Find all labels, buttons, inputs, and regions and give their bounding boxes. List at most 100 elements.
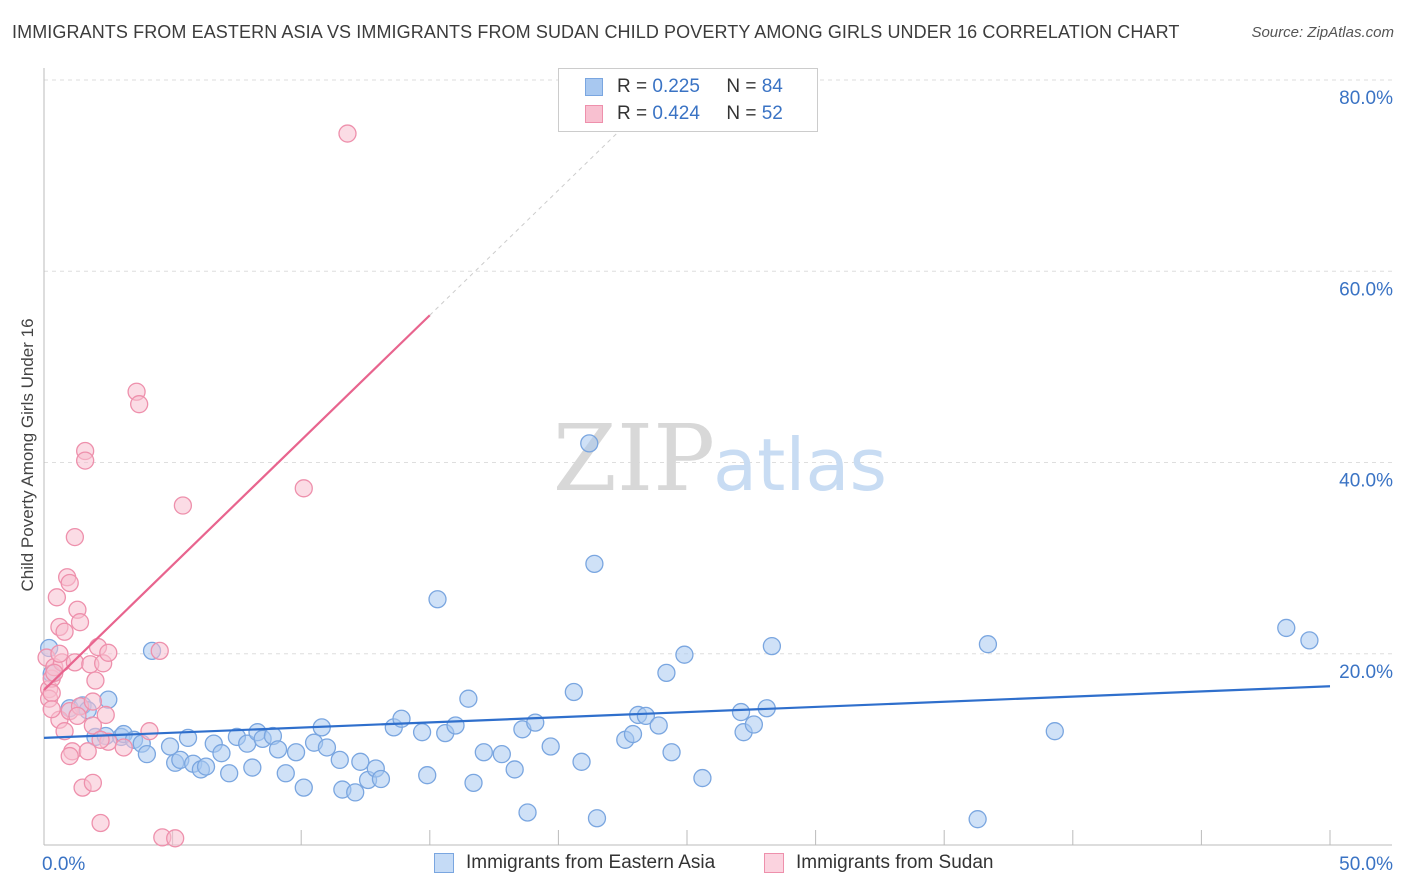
y-axis-label: Child Poverty Among Girls Under 16	[18, 318, 37, 592]
point-sudan	[83, 773, 103, 792]
point-eastern-asia	[1300, 631, 1319, 650]
point-eastern-asia	[978, 635, 998, 654]
point-sudan	[60, 746, 79, 766]
point-eastern-asia	[587, 809, 607, 828]
point-eastern-asia	[492, 745, 511, 764]
point-eastern-asia	[196, 757, 216, 776]
point-sudan	[86, 671, 105, 690]
bottom-legend-swatch-eastern-asia	[434, 853, 454, 873]
point-eastern-asia	[623, 724, 643, 744]
point-eastern-asia	[580, 434, 599, 453]
point-eastern-asia	[330, 750, 349, 770]
point-sudan	[83, 716, 103, 735]
x-tick-label: 50.0%	[1339, 854, 1393, 875]
legend-r-value: 0.225	[652, 76, 700, 97]
point-eastern-asia	[744, 715, 764, 734]
bottom-legend-swatch-sudan	[764, 853, 784, 873]
point-sudan	[70, 613, 90, 632]
point-sudan	[47, 588, 67, 607]
point-sudan	[83, 692, 103, 711]
point-eastern-asia	[178, 728, 198, 748]
point-eastern-asia	[446, 716, 465, 735]
point-sudan	[68, 706, 87, 726]
point-sudan	[99, 643, 118, 662]
point-eastern-asia	[286, 743, 306, 762]
point-eastern-asia	[317, 738, 337, 757]
chart-title: IMMIGRANTS FROM EASTERN ASIA VS IMMIGRAN…	[12, 22, 1180, 42]
point-eastern-asia	[346, 783, 365, 802]
legend-n-value: 52	[761, 103, 783, 124]
point-eastern-asia	[418, 766, 437, 785]
grid-lines	[44, 79, 1392, 655]
point-eastern-asia	[585, 554, 604, 574]
point-sudan	[55, 622, 74, 641]
point-eastern-asia	[268, 740, 288, 759]
point-sudan	[65, 653, 85, 672]
point-eastern-asia	[459, 689, 478, 708]
source-credit: Source: ZipAtlas.com	[1251, 24, 1394, 41]
point-eastern-asia	[220, 764, 239, 783]
point-eastern-asia	[541, 737, 560, 756]
point-sudan	[140, 722, 159, 741]
tick-labels: 20.0% 40.0% 60.0% 80.0% 0.0% 50.0%	[42, 88, 1393, 875]
legend-n-value: 84	[761, 76, 783, 97]
point-eastern-asia	[526, 713, 545, 732]
point-eastern-asia	[99, 690, 118, 709]
legend-r-value: 0.424	[652, 103, 700, 124]
point-eastern-asia	[276, 764, 295, 783]
legend-r-label: R =	[617, 103, 648, 124]
point-eastern-asia	[160, 737, 180, 756]
series-sudan	[37, 124, 357, 848]
point-sudan	[65, 527, 85, 547]
legend-r-label: R =	[617, 76, 648, 97]
point-sudan	[96, 705, 115, 725]
point-eastern-asia	[693, 768, 712, 788]
point-sudan	[130, 395, 149, 414]
point-eastern-asia	[564, 682, 583, 702]
bottom-legend-label: Immigrants from Sudan	[796, 852, 994, 873]
trend-line-eastern-asia	[43, 685, 1331, 739]
point-sudan	[114, 738, 133, 757]
point-eastern-asia	[968, 810, 987, 829]
point-eastern-asia	[294, 778, 313, 797]
point-eastern-asia	[243, 758, 262, 777]
point-eastern-asia	[351, 752, 370, 771]
point-sudan	[294, 479, 313, 498]
point-eastern-asia	[371, 769, 391, 789]
point-eastern-asia	[212, 744, 231, 763]
point-eastern-asia	[518, 803, 537, 822]
point-eastern-asia	[505, 760, 524, 779]
watermark: ZIP atlas	[553, 405, 887, 512]
trend-extension-sudan	[429, 119, 631, 316]
point-eastern-asia	[636, 706, 655, 726]
y-tick-label: 40.0%	[1339, 471, 1393, 492]
point-sudan	[78, 742, 97, 761]
point-eastern-asia	[675, 645, 694, 664]
y-tick-label: 20.0%	[1339, 662, 1393, 683]
trend-line-sudan	[43, 314, 431, 691]
point-eastern-asia	[428, 590, 447, 609]
legend-n-label: N =	[726, 76, 757, 97]
point-sudan	[60, 573, 79, 593]
point-sudan	[338, 124, 357, 143]
point-eastern-asia	[572, 752, 591, 771]
point-eastern-asia	[412, 723, 432, 742]
point-sudan	[166, 829, 185, 848]
trend-lines	[43, 119, 1331, 739]
x-tick-label: 0.0%	[42, 854, 85, 875]
point-sudan	[55, 722, 74, 741]
legend-swatch-sudan	[585, 105, 603, 123]
point-sudan	[150, 641, 169, 661]
y-tick-label: 80.0%	[1339, 88, 1393, 109]
point-sudan	[91, 730, 110, 749]
point-eastern-asia	[731, 702, 751, 722]
watermark-atlas: atlas	[713, 423, 887, 507]
point-eastern-asia	[464, 773, 483, 792]
point-eastern-asia	[662, 743, 681, 762]
stats-legend: R = 0.225 N = 84 R = 0.424 N = 52	[558, 68, 818, 132]
point-eastern-asia	[762, 636, 782, 656]
point-sudan	[50, 644, 69, 663]
point-sudan	[173, 496, 193, 515]
point-eastern-asia	[1045, 722, 1064, 741]
